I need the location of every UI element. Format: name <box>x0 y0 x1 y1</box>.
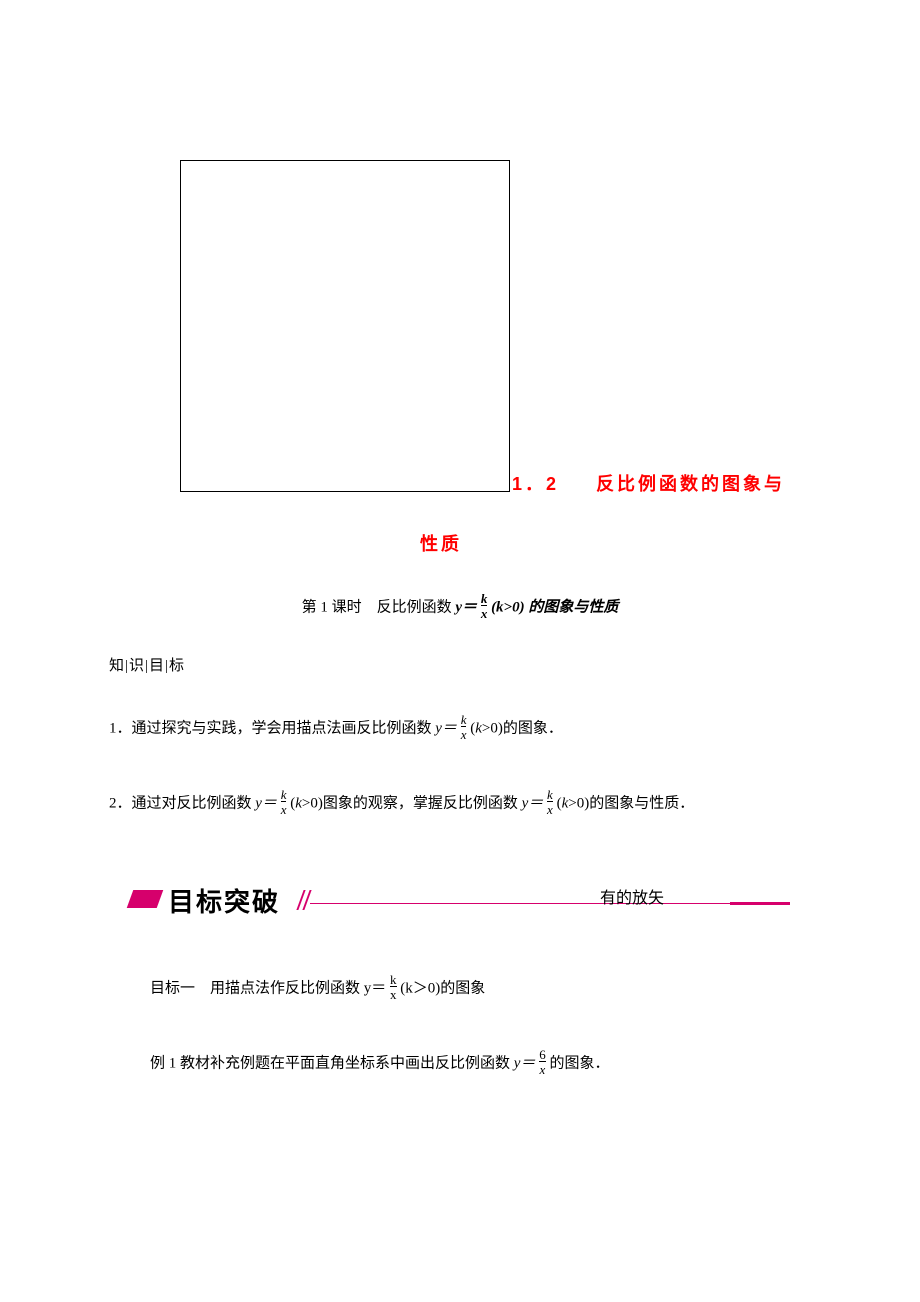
subtitle-prefix: 第 1 课时 反比例函数 <box>302 599 456 615</box>
main-title-line1: 1．2 反比例函数的图象与 <box>512 470 792 496</box>
main-title-line2: 性质 <box>420 530 462 556</box>
subtitle-yeq: y＝ <box>455 599 477 615</box>
point2-frac1: k x <box>281 788 287 816</box>
goal1-frac: k x <box>390 973 397 1001</box>
goal1-prefix: 目标一 用描点法作反比例函数 y＝ <box>150 980 386 996</box>
banner-parallelogram-icon <box>127 890 164 908</box>
subtitle-frac: k x <box>481 592 488 620</box>
example1-prefix: 例 1 教材补充例题在平面直角坐标系中画出反比例函数 <box>150 1055 514 1071</box>
point1-kvar: k <box>475 720 482 736</box>
title-number: 1．2 <box>512 474 559 494</box>
banner-rule-line-thick <box>730 902 790 905</box>
goal-1: 目标一 用描点法作反比例函数 y＝ k x (k＞0)的图象 <box>150 975 485 1003</box>
point-1: 1．通过探究与实践，学会用描点法画反比例函数 y＝ k x (k>0)的图象． <box>109 715 563 743</box>
knowledge-goal-heading: 知|识|目|标 <box>109 654 185 675</box>
subtitle-suffix: (k>0) 的图象与性质 <box>491 599 618 615</box>
point1-yeq: y＝ <box>435 720 457 736</box>
point2-mid2: >0)图象的观察，掌握反比例函数 <box>302 795 522 811</box>
point1-prefix: 1．通过探究与实践，学会用描点法画反比例函数 <box>109 720 435 736</box>
point2-frac2: k x <box>547 788 553 816</box>
subtitle-line: 第 1 课时 反比例函数 y＝ k x (k>0) 的图象与性质 <box>0 594 920 622</box>
point2-prefix: 2．通过对反比例函数 <box>109 795 255 811</box>
point2-yeq: y＝ <box>255 795 277 811</box>
goal1-suffix: (k＞0)的图象 <box>400 980 485 996</box>
banner-rule-line <box>310 903 790 904</box>
banner-slash-group <box>300 890 320 908</box>
example1-yeq: y＝ <box>514 1055 536 1071</box>
title-text-1: 反比例函数的图象与 <box>596 474 785 494</box>
point2-yeq2: y＝ <box>522 795 544 811</box>
section-banner: 目标突破 有的放矢 <box>130 880 790 916</box>
banner-right-text: 有的放矢 <box>600 884 664 908</box>
point1-suffix: >0)的图象． <box>482 720 563 736</box>
point1-frac: k x <box>461 713 467 741</box>
point2-kvar1: k <box>295 795 302 811</box>
example1-suffix: 的图象． <box>549 1055 609 1071</box>
example-1: 例 1 教材补充例题在平面直角坐标系中画出反比例函数 y＝ 6 x 的图象． <box>150 1050 609 1078</box>
empty-image-box <box>180 160 510 492</box>
point-2: 2．通过对反比例函数 y＝ k x (k>0)图象的观察，掌握反比例函数 y＝ … <box>109 790 819 818</box>
point2-suffix: >0)的图象与性质． <box>568 795 694 811</box>
example1-frac: 6 x <box>539 1048 546 1076</box>
banner-title: 目标突破 <box>168 882 280 919</box>
